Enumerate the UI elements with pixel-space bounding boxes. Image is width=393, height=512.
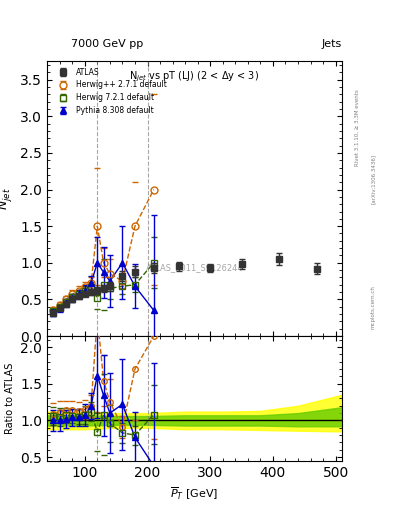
Y-axis label: $\overline{N}_{jet}$: $\overline{N}_{jet}$	[0, 187, 15, 210]
Text: N$_{jet}$ vs pT (LJ) (2 < $\Delta$y < 3): N$_{jet}$ vs pT (LJ) (2 < $\Delta$y < 3)	[129, 70, 260, 84]
Y-axis label: Ratio to ATLAS: Ratio to ATLAS	[5, 362, 15, 434]
Text: Rivet 3.1.10, ≥ 3.3M events: Rivet 3.1.10, ≥ 3.3M events	[355, 90, 360, 166]
Text: 7000 GeV pp: 7000 GeV pp	[71, 38, 143, 49]
Legend: ATLAS, Herwig++ 2.7.1 default, Herwig 7.2.1 default, Pythia 8.308 default: ATLAS, Herwig++ 2.7.1 default, Herwig 7.…	[51, 65, 169, 117]
Text: mcplots.cern.ch: mcplots.cern.ch	[371, 285, 376, 329]
Text: Jets: Jets	[321, 38, 342, 49]
Text: ATLAS_2011_S9126244: ATLAS_2011_S9126244	[146, 263, 243, 272]
X-axis label: $\overline{P}_T$ [GeV]: $\overline{P}_T$ [GeV]	[171, 485, 219, 502]
Text: [arXiv:1306.3436]: [arXiv:1306.3436]	[371, 154, 376, 204]
